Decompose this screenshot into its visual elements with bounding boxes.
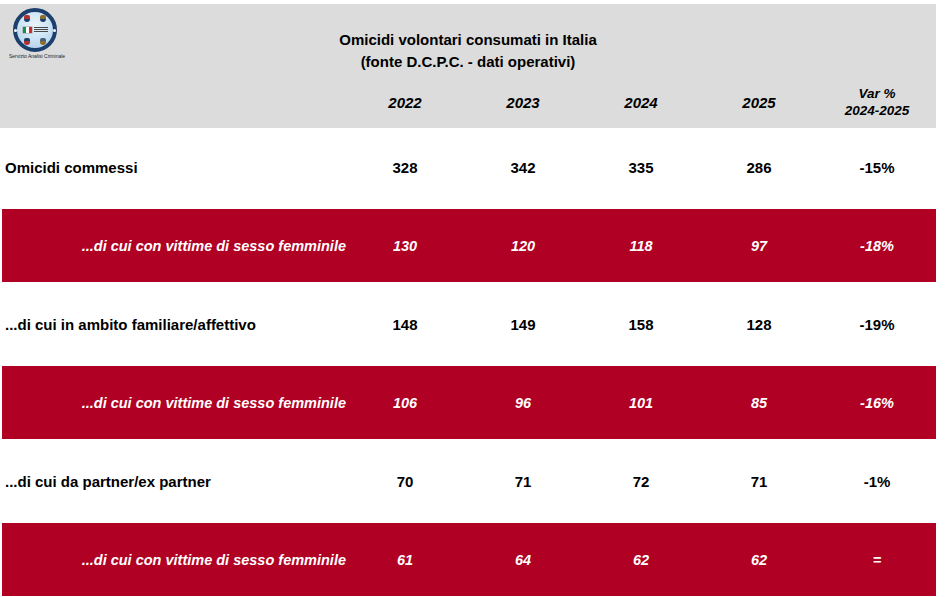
row-var-value: -15% [818, 159, 936, 176]
row-value-2024: 158 [582, 316, 700, 333]
row-value-2022: 328 [346, 159, 464, 176]
table-row-vittime-femminili: ...di cui con vittime di sesso femminile… [2, 523, 936, 596]
report-title: Omicidi volontari consumati in Italia (f… [0, 29, 936, 73]
row-label: ...di cui con vittime di sesso femminile [2, 395, 346, 411]
row-value-2025: 85 [700, 395, 818, 411]
row-value-2025: 97 [700, 238, 818, 254]
var-header-line2: 2024-2025 [818, 102, 936, 120]
table-row-ambito-familiare: ...di cui in ambito familiare/affettivo … [0, 285, 936, 363]
row-value-2025: 128 [700, 316, 818, 333]
row-var-value: = [818, 552, 936, 568]
row-value-2022: 61 [346, 552, 464, 568]
row-value-2024: 72 [582, 473, 700, 490]
row-label: ...di cui in ambito familiare/affettivo [0, 316, 346, 333]
row-value-2023: 71 [464, 473, 582, 490]
table-header: Servizio Analisi Criminale Omicidi volon… [0, 4, 936, 128]
row-value-2022: 106 [346, 395, 464, 411]
table-row-omicidi-commessi: Omicidi commessi 328 342 335 286 -15% [0, 128, 936, 206]
table-row-vittime-femminili: ...di cui con vittime di sesso femminile… [2, 209, 936, 282]
row-value-2024: 62 [582, 552, 700, 568]
row-value-2022: 70 [346, 473, 464, 490]
row-value-2022: 148 [346, 316, 464, 333]
column-header-2023: 2023 [464, 94, 582, 111]
title-line-2: (fonte D.C.P.C. - dati operativi) [0, 51, 936, 73]
var-header-line1: Var % [818, 85, 936, 103]
table-row-vittime-femminili: ...di cui con vittime di sesso femminile… [2, 366, 936, 439]
column-header-2024: 2024 [582, 94, 700, 111]
row-value-2025: 62 [700, 552, 818, 568]
column-header-2022: 2022 [346, 94, 464, 111]
column-header-2025: 2025 [700, 94, 818, 111]
row-value-2023: 64 [464, 552, 582, 568]
row-label: ...di cui con vittime di sesso femminile [2, 552, 346, 568]
table-row-partner-ex-partner: ...di cui da partner/ex partner 70 71 72… [0, 442, 936, 520]
row-value-2023: 120 [464, 238, 582, 254]
row-value-2024: 101 [582, 395, 700, 411]
row-value-2023: 149 [464, 316, 582, 333]
row-value-2025: 286 [700, 159, 818, 176]
column-header-var: Var % 2024-2025 [818, 85, 936, 120]
title-line-1: Omicidi volontari consumati in Italia [0, 29, 936, 51]
row-label: Omicidi commessi [0, 159, 346, 176]
row-value-2022: 130 [346, 238, 464, 254]
column-header-row: 2022 2023 2024 2025 Var % 2024-2025 [0, 85, 936, 120]
row-var-value: -19% [818, 316, 936, 333]
row-label: ...di cui da partner/ex partner [0, 473, 346, 490]
row-value-2025: 71 [700, 473, 818, 490]
row-value-2024: 118 [582, 238, 700, 254]
row-var-value: -18% [818, 238, 936, 254]
crest-icon [40, 15, 46, 22]
row-label: ...di cui con vittime di sesso femminile [2, 238, 346, 254]
row-value-2024: 335 [582, 159, 700, 176]
report-page: Servizio Analisi Criminale Omicidi volon… [0, 0, 946, 597]
row-value-2023: 96 [464, 395, 582, 411]
row-var-value: -1% [818, 473, 936, 490]
crest-icon [24, 15, 30, 22]
row-var-value: -16% [818, 395, 936, 411]
row-value-2023: 342 [464, 159, 582, 176]
